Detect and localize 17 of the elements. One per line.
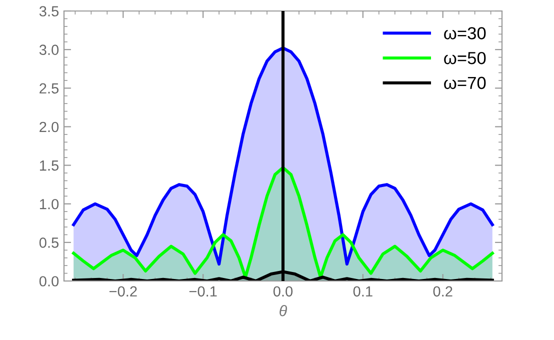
x-tick-label: −0.2 [109,286,137,297]
legend-label: ω=70 [444,76,486,90]
y-tick-label: 3.5 [39,6,59,16]
y-tick-label: 2.0 [40,122,59,132]
y-tick-label: 2.5 [40,83,59,94]
y-tick-label: 1.0 [40,198,59,210]
y-tick-label: 3.0 [39,44,59,55]
x-tick-label: 0.2 [433,286,452,297]
x-tick-label: 0.1 [353,286,372,297]
legend-label: ω=30 [444,27,486,40]
y-tick-label: 1.5 [40,160,59,171]
y-tick-label: 0.0 [39,276,59,286]
x-tick-label: −0.1 [189,286,217,297]
x-axis-title: θ [280,305,288,316]
legend-label: ω=50 [444,52,486,64]
x-tick-label: 0.0 [273,286,293,297]
y-tick-label: 0.5 [39,238,59,248]
